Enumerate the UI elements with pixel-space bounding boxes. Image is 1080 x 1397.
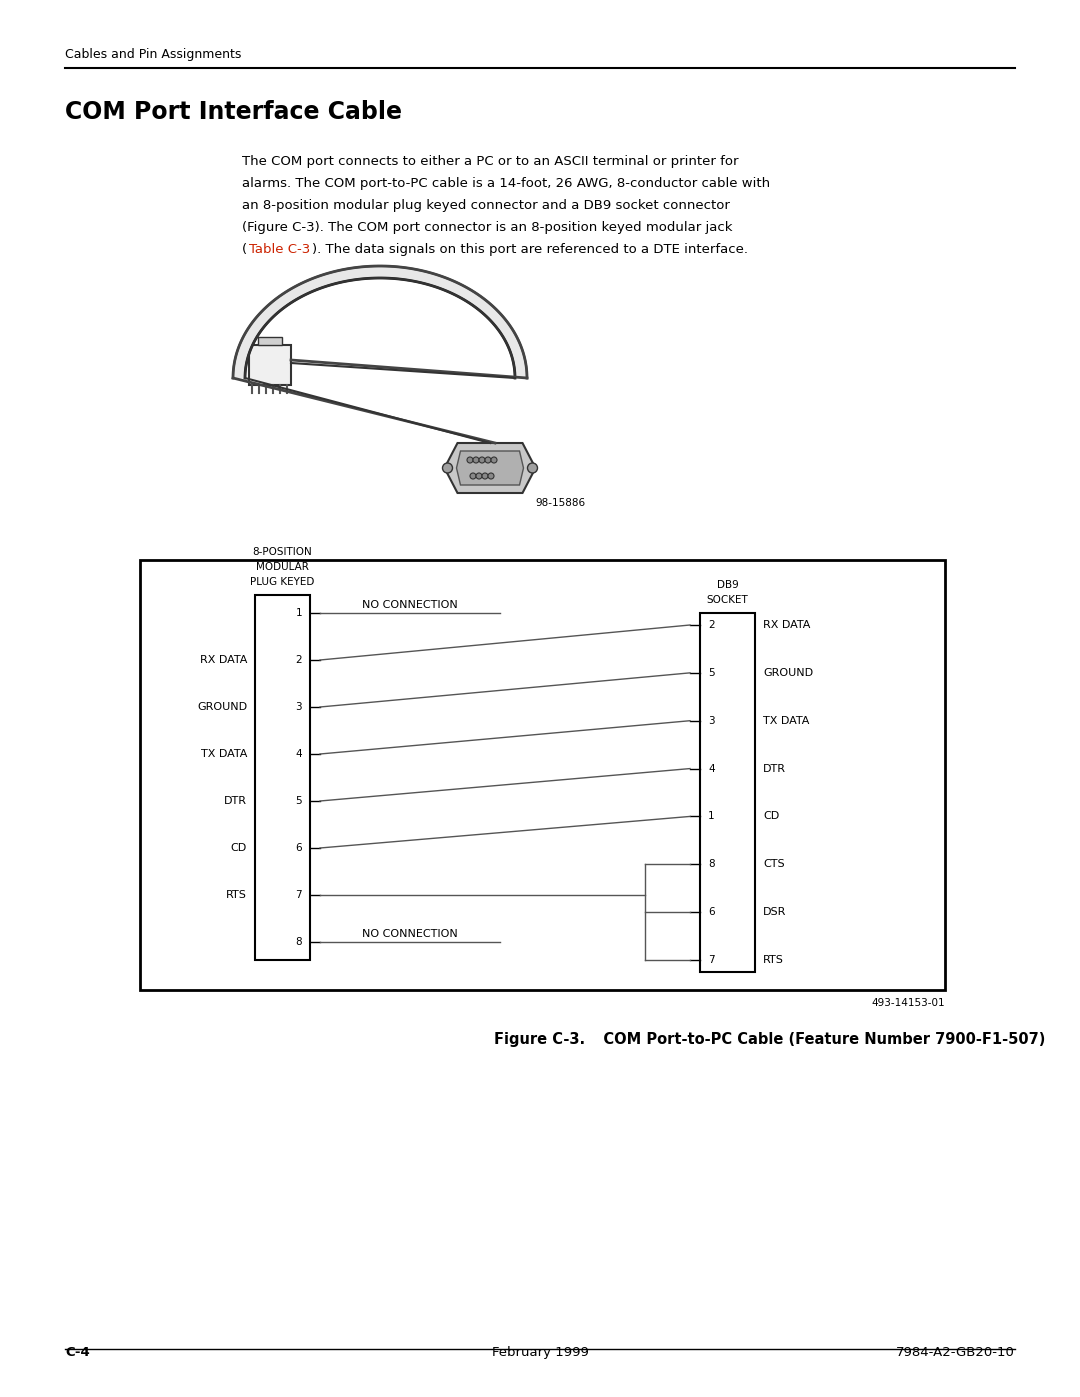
Text: DSR: DSR xyxy=(762,907,786,918)
Text: GROUND: GROUND xyxy=(197,703,247,712)
Text: 2: 2 xyxy=(708,620,715,630)
Text: Table C-3: Table C-3 xyxy=(249,243,310,256)
Text: RX DATA: RX DATA xyxy=(200,655,247,665)
Text: COM Port-to-PC Cable (Feature Number 7900-F1-507): COM Port-to-PC Cable (Feature Number 790… xyxy=(588,1032,1045,1046)
Text: 8-POSITION: 8-POSITION xyxy=(253,548,312,557)
Circle shape xyxy=(443,462,453,474)
Circle shape xyxy=(482,474,488,479)
Bar xyxy=(700,613,755,972)
Text: 6: 6 xyxy=(295,842,302,854)
Text: COM Port Interface Cable: COM Port Interface Cable xyxy=(65,101,402,124)
Text: DTR: DTR xyxy=(762,764,786,774)
PathPatch shape xyxy=(233,265,527,379)
Text: alarms. The COM port-to-PC cable is a 14-foot, 26 AWG, 8-conductor cable with: alarms. The COM port-to-PC cable is a 14… xyxy=(242,177,770,190)
Bar xyxy=(255,595,310,960)
Bar xyxy=(249,345,291,386)
Text: 4: 4 xyxy=(295,749,302,759)
Text: MODULAR: MODULAR xyxy=(256,562,309,571)
Text: Figure C-3.: Figure C-3. xyxy=(495,1032,585,1046)
Text: 8: 8 xyxy=(295,937,302,947)
Bar xyxy=(258,337,282,345)
Text: ). The data signals on this port are referenced to a DTE interface.: ). The data signals on this port are ref… xyxy=(312,243,748,256)
Text: 98-15886: 98-15886 xyxy=(535,497,585,509)
Polygon shape xyxy=(457,451,524,485)
Text: RX DATA: RX DATA xyxy=(762,620,810,630)
Text: TX DATA: TX DATA xyxy=(201,749,247,759)
Circle shape xyxy=(485,457,491,462)
Text: 1: 1 xyxy=(295,608,302,617)
Text: PLUG KEYED: PLUG KEYED xyxy=(251,577,314,587)
Text: an 8-position modular plug keyed connector and a DB9 socket connector: an 8-position modular plug keyed connect… xyxy=(242,198,730,212)
Circle shape xyxy=(491,457,497,462)
Text: 3: 3 xyxy=(708,715,715,725)
Text: TX DATA: TX DATA xyxy=(762,715,809,725)
Text: 8: 8 xyxy=(708,859,715,869)
Text: The COM port connects to either a PC or to an ASCII terminal or printer for: The COM port connects to either a PC or … xyxy=(242,155,739,168)
Text: DTR: DTR xyxy=(224,796,247,806)
Text: 2: 2 xyxy=(295,655,302,665)
Text: RTS: RTS xyxy=(226,890,247,900)
Text: Cables and Pin Assignments: Cables and Pin Assignments xyxy=(65,47,241,61)
Circle shape xyxy=(470,474,476,479)
Text: February 1999: February 1999 xyxy=(491,1345,589,1359)
Circle shape xyxy=(527,462,538,474)
Text: 5: 5 xyxy=(708,668,715,678)
Bar xyxy=(140,560,945,990)
Circle shape xyxy=(480,457,485,462)
Text: DB9: DB9 xyxy=(717,580,739,590)
Text: CD: CD xyxy=(762,812,780,821)
Text: 4: 4 xyxy=(708,764,715,774)
Text: 3: 3 xyxy=(295,703,302,712)
Text: 7: 7 xyxy=(708,956,715,965)
Text: 7984-A2-GB20-10: 7984-A2-GB20-10 xyxy=(896,1345,1015,1359)
Text: 7: 7 xyxy=(295,890,302,900)
Text: NO CONNECTION: NO CONNECTION xyxy=(362,929,458,939)
Text: SOCKET: SOCKET xyxy=(706,595,748,605)
Text: RTS: RTS xyxy=(762,956,784,965)
Text: GROUND: GROUND xyxy=(762,668,813,678)
Polygon shape xyxy=(445,443,536,493)
Text: (Figure C-3). The COM port connector is an 8-position keyed modular jack: (Figure C-3). The COM port connector is … xyxy=(242,221,732,235)
Text: CTS: CTS xyxy=(762,859,785,869)
Circle shape xyxy=(476,474,482,479)
Text: 5: 5 xyxy=(295,796,302,806)
Text: 1: 1 xyxy=(708,812,715,821)
Text: C-4: C-4 xyxy=(65,1345,90,1359)
Text: 6: 6 xyxy=(708,907,715,918)
Circle shape xyxy=(467,457,473,462)
Text: CD: CD xyxy=(231,842,247,854)
Text: 493-14153-01: 493-14153-01 xyxy=(872,997,945,1009)
Circle shape xyxy=(488,474,494,479)
Circle shape xyxy=(473,457,480,462)
Text: (: ( xyxy=(242,243,247,256)
Text: NO CONNECTION: NO CONNECTION xyxy=(362,599,458,610)
